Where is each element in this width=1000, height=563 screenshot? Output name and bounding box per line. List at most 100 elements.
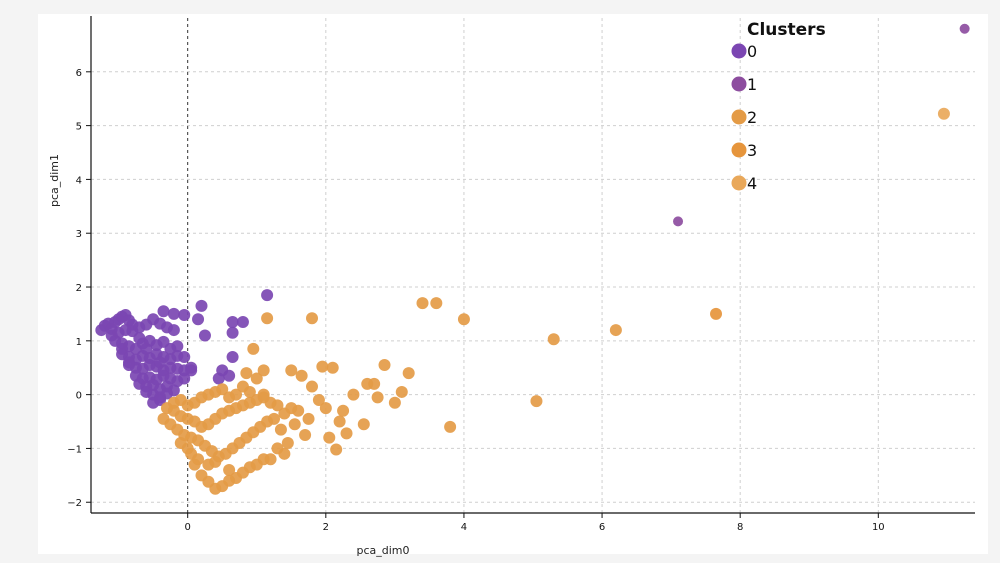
point-cluster-2 [361,377,374,390]
gridlines [91,18,975,513]
point-cluster-2 [274,423,287,436]
point-cluster-2 [402,367,415,380]
legend-marker-3 [731,142,747,158]
point-cluster-2 [292,404,305,417]
point-cluster-2 [299,428,312,441]
point-cluster-2 [340,427,353,440]
point-cluster-1 [959,23,970,34]
legend-marker-1 [731,76,747,92]
y-tick-label: 3 [76,229,82,240]
y-tick-label: 6 [76,68,82,79]
point-cluster-3 [710,307,723,320]
point-cluster-2 [337,404,350,417]
point-cluster-2 [347,388,360,401]
point-cluster-0 [223,369,236,382]
legend-label-2: 2 [747,108,757,127]
point-cluster-2 [257,364,270,377]
point-cluster-0 [192,313,205,326]
point-cluster-0 [167,307,180,320]
point-cluster-0 [154,356,167,369]
point-cluster-2 [285,364,298,377]
point-cluster-0 [195,299,208,312]
point-cluster-2 [333,415,346,428]
point-cluster-0 [116,342,129,355]
point-cluster-2 [457,313,470,326]
point-cluster-0 [198,329,211,342]
point-cluster-2 [250,372,263,385]
point-cluster-2 [530,395,543,408]
point-cluster-0 [226,350,239,363]
point-cluster-0 [236,315,249,328]
point-cluster-2 [319,402,332,415]
point-cluster-0 [226,315,239,328]
point-cluster-2 [243,385,256,398]
point-cluster-0 [261,289,274,302]
point-cluster-2 [547,333,560,346]
point-cluster-0 [178,350,191,363]
point-cluster-2 [430,297,443,310]
point-cluster-2 [316,360,329,373]
point-cluster-2 [378,359,391,372]
point-cluster-2 [174,437,187,450]
point-cluster-2 [357,418,370,431]
point-cluster-4 [937,107,950,120]
point-cluster-2 [271,399,284,412]
point-cluster-2 [288,418,301,431]
point-cluster-2 [250,458,263,471]
point-cluster-2 [216,383,229,396]
point-cluster-2 [395,385,408,398]
legend-marker-2 [731,109,747,125]
point-cluster-2 [444,420,457,433]
point-cluster-2 [209,455,222,468]
legend: Clusters 0 1 2 3 4 [731,20,826,193]
point-cluster-0 [140,342,153,355]
point-cluster-2 [195,469,208,482]
point-cluster-0 [167,324,180,337]
point-cluster-2 [257,388,270,401]
legend-label-3: 3 [747,141,757,160]
x-tick-label: 6 [599,522,605,533]
point-cluster-2 [312,394,325,407]
y-tick-label: 4 [76,175,82,186]
point-cluster-2 [247,342,260,355]
legend-label-1: 1 [747,75,757,94]
legend-title: Clusters [747,20,826,40]
point-cluster-0 [226,326,239,339]
legend-marker-4 [731,175,747,191]
y-tick-label: 1 [76,337,82,348]
x-axis-label: pca_dim0 [356,544,409,557]
legend-label-0: 0 [747,42,757,61]
point-cluster-0 [178,372,191,385]
point-cluster-2 [330,443,343,456]
y-axis-label: pca_dim1 [48,154,61,207]
y-tick-label: 5 [76,122,82,133]
point-cluster-0 [212,372,225,385]
legend-marker-0 [731,43,747,59]
point-cluster-2 [261,312,274,325]
x-tick-label: 4 [461,522,467,533]
point-cluster-1 [673,216,684,227]
point-cluster-0 [154,394,167,407]
point-cluster-2 [323,431,336,444]
point-cluster-2 [268,412,281,425]
point-cluster-2 [326,361,339,374]
point-cluster-2 [223,474,236,487]
point-cluster-2 [281,437,294,450]
point-cluster-2 [302,412,315,425]
point-cluster-2 [230,388,243,401]
point-cluster-2 [416,297,429,310]
axes [90,16,975,514]
y-tick-label: 2 [76,283,82,294]
point-cluster-2 [278,447,291,460]
point-cluster-2 [388,396,401,409]
point-cluster-0 [185,364,198,377]
point-cluster-0 [133,332,146,345]
point-cluster-2 [371,391,384,404]
x-tick-label: 0 [185,522,191,533]
point-cluster-2 [223,463,236,476]
point-cluster-2 [306,380,318,393]
point-cluster-2 [295,369,308,382]
tick-labels: 0 2 4 6 8 10 −2 −1 0 1 2 3 4 5 6 [67,68,884,533]
plot-area [38,14,988,554]
point-cluster-2 [240,367,253,380]
